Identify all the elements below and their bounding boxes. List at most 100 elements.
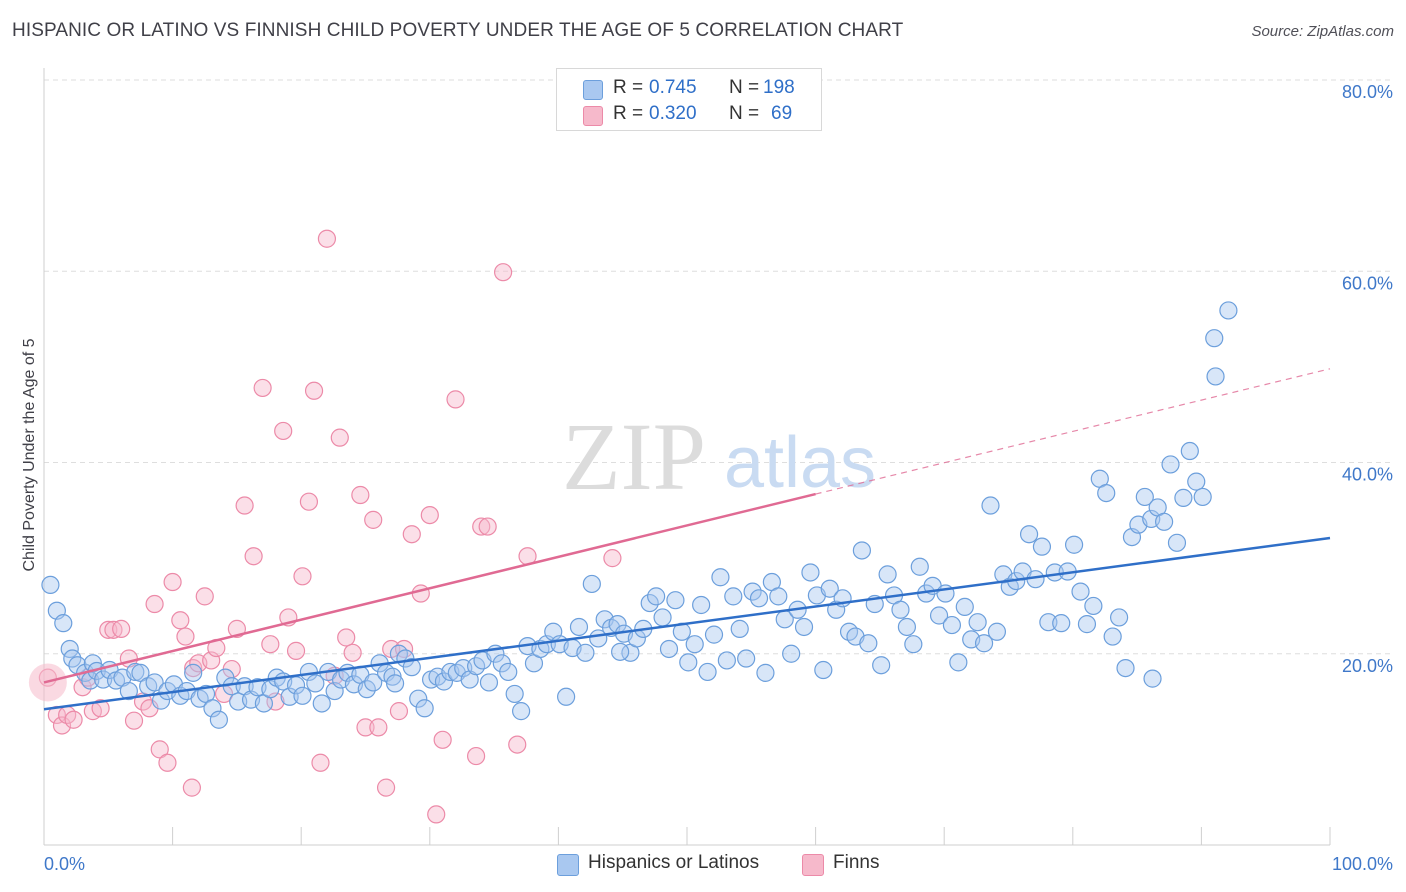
hispanic-point	[409, 689, 428, 708]
finns-point	[150, 740, 169, 759]
hispanic-point	[801, 563, 820, 582]
hispanic-point	[891, 600, 910, 619]
hispanic-point	[929, 606, 949, 625]
hispanic-point	[717, 651, 736, 670]
hispanic-point	[878, 565, 897, 584]
legend-swatch-finns	[583, 106, 603, 126]
hispanic-point	[679, 653, 698, 672]
hispanic-point	[942, 615, 962, 635]
finns-point	[343, 643, 362, 662]
finns-point	[411, 584, 430, 603]
hispanic-point	[756, 663, 775, 682]
hispanic-point	[1180, 441, 1199, 461]
hispanic-point	[794, 617, 814, 637]
hispanic-point	[1155, 512, 1174, 531]
hispanic-point	[724, 587, 743, 606]
legend-swatch-hispanic	[583, 80, 603, 100]
finns-point	[389, 702, 409, 721]
hispanic-point	[743, 582, 762, 601]
finns-point	[145, 594, 164, 614]
hispanic-point	[41, 575, 60, 595]
legend-n-value: 198	[763, 77, 795, 98]
hispanic-point	[312, 694, 331, 713]
legend-n-label: N =	[729, 77, 760, 98]
hispanic-point	[512, 702, 531, 721]
hispanic-point	[1039, 613, 1058, 632]
hispanic-point	[479, 673, 499, 692]
hispanic-point	[611, 642, 630, 661]
correlation-legend: R = 0.745 N = 198 R = 0.320 N = 69	[556, 68, 822, 131]
hispanic-point	[145, 673, 164, 692]
finns-point	[427, 805, 446, 824]
finns-point	[508, 735, 527, 754]
finns-point	[356, 718, 375, 737]
finns-point	[317, 229, 337, 248]
finns-point	[176, 627, 195, 646]
hispanic-trend-line	[43, 536, 1331, 711]
x-tick-label: 100.0%	[1332, 854, 1393, 874]
x-tick-label: 0.0%	[44, 854, 85, 874]
hispanic-point	[698, 662, 717, 682]
hispanic-point	[692, 595, 711, 615]
hispanic-point	[1167, 533, 1187, 552]
finns-trend-extension	[815, 368, 1331, 495]
finns-point	[99, 620, 118, 639]
finns-point	[402, 525, 421, 544]
hispanic-point	[1193, 487, 1212, 507]
finns-point	[235, 496, 254, 515]
finns-point	[171, 611, 190, 630]
hispanic-point	[151, 691, 171, 710]
hispanic-point	[582, 574, 601, 594]
hispanic-point	[711, 568, 730, 587]
hispanic-point	[685, 635, 704, 654]
finns-point	[261, 635, 280, 654]
hispanic-point	[737, 649, 756, 668]
hispanic-point	[1205, 329, 1224, 348]
finns-points	[28, 229, 622, 824]
hispanic-point	[576, 643, 595, 662]
hispanic-point	[1077, 615, 1097, 634]
hispanic-point	[499, 662, 518, 682]
tick-labels: 20.0% 40.0% 60.0% 80.0% 0.0% 100.0%	[44, 82, 1393, 874]
hispanic-point	[981, 496, 1000, 515]
finns-point	[52, 716, 72, 735]
hispanic-point	[557, 687, 576, 706]
finns-point	[420, 505, 439, 525]
hispanic-point	[872, 656, 891, 675]
finns-point	[446, 390, 465, 409]
finns-point	[376, 778, 396, 797]
hispanic-point	[1187, 472, 1206, 491]
finns-point	[330, 428, 349, 447]
finns-point	[299, 492, 319, 511]
y-tick-label: 40.0%	[1342, 465, 1393, 485]
legend-n-value: 69	[771, 103, 793, 124]
hispanic-point	[280, 687, 299, 706]
hispanic-point	[325, 681, 344, 701]
watermark-atlas: atlas	[724, 423, 876, 503]
finns-point	[124, 711, 144, 730]
legend-r-label: R =	[613, 103, 644, 124]
finns-point	[64, 710, 83, 729]
hispanic-point	[968, 613, 987, 632]
hispanic-point	[1071, 582, 1090, 601]
hispanic-point	[659, 639, 679, 659]
hispanic-point	[1109, 608, 1129, 627]
hispanic-point	[640, 593, 659, 613]
hispanic-point	[1097, 484, 1116, 503]
hispanic-point	[904, 635, 923, 654]
hispanic-point	[910, 557, 929, 576]
trend-lines	[43, 368, 1331, 711]
y-tick-label: 20.0%	[1342, 656, 1393, 676]
hispanic-point	[897, 617, 917, 637]
legend-n-label: N =	[729, 103, 760, 124]
bottom-legend-label-hispanic: Hispanics or Latinos	[588, 852, 760, 873]
hispanic-point	[955, 597, 974, 616]
y-tick-label: 80.0%	[1342, 82, 1393, 102]
hispanic-point	[987, 622, 1007, 641]
legend-r-value: 0.745	[649, 77, 697, 98]
hispanic-point	[184, 663, 203, 682]
hispanic-point	[852, 541, 871, 560]
finns-point	[478, 517, 497, 536]
finns-point	[369, 718, 388, 737]
bottom-legend-swatch-finns	[802, 854, 824, 876]
